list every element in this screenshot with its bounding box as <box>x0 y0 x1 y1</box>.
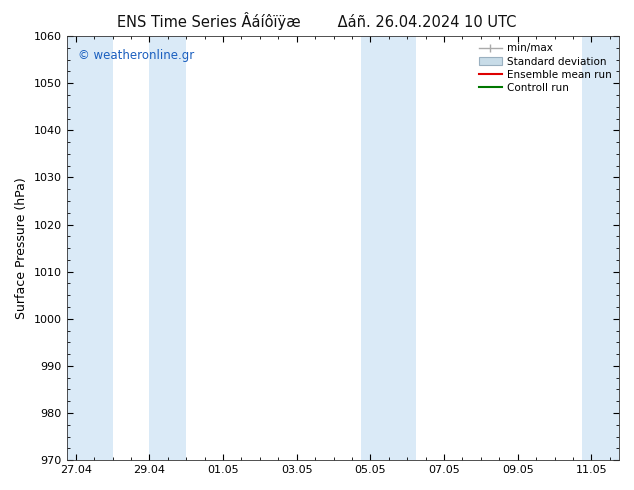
Bar <box>67 36 113 460</box>
Y-axis label: Surface Pressure (hPa): Surface Pressure (hPa) <box>15 177 28 319</box>
Bar <box>361 36 417 460</box>
Bar <box>582 36 619 460</box>
Legend: min/max, Standard deviation, Ensemble mean run, Controll run: min/max, Standard deviation, Ensemble me… <box>475 39 616 97</box>
Bar <box>150 36 186 460</box>
Text: © weatheronline.gr: © weatheronline.gr <box>77 49 194 62</box>
Text: ENS Time Series Âáíôïÿæ        Δáñ. 26.04.2024 10 UTC: ENS Time Series Âáíôïÿæ Δáñ. 26.04.2024 … <box>117 12 517 30</box>
